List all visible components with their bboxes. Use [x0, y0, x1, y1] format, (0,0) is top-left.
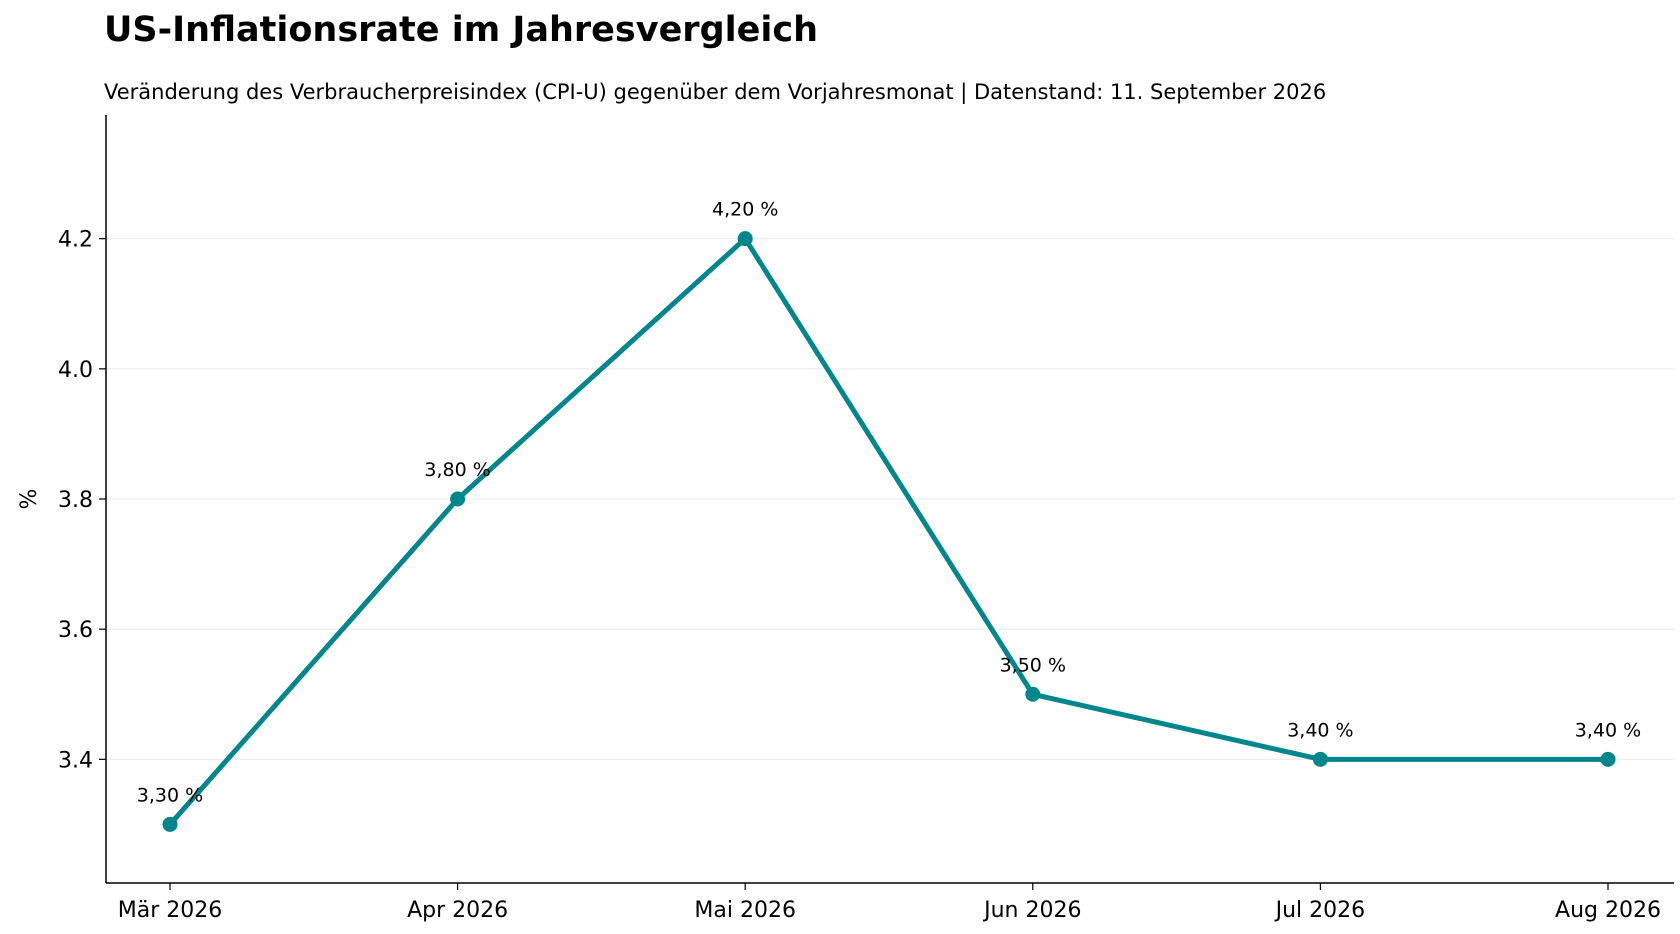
x-tick-label: Jun 2026 — [982, 898, 1081, 923]
series-line — [167, 236, 1611, 827]
data-point — [1600, 751, 1616, 767]
data-point — [737, 231, 753, 247]
data-label: 3,30 % — [137, 784, 203, 806]
y-tick-label: 4.0 — [58, 358, 93, 383]
x-tick-label: Apr 2026 — [407, 898, 508, 923]
data-series — [162, 231, 1616, 832]
data-label: 3,50 % — [1000, 654, 1066, 676]
data-point — [1025, 686, 1041, 702]
y-tick-label: 3.6 — [58, 618, 93, 643]
data-label: 3,40 % — [1575, 719, 1641, 741]
data-point — [450, 491, 466, 507]
x-tick-label: Mär 2026 — [118, 898, 223, 923]
data-label: 3,80 % — [424, 459, 490, 481]
x-tick-label: Jul 2026 — [1274, 898, 1366, 923]
chart-title: US-Inflationsrate im Jahresvergleich — [104, 10, 819, 50]
data-point — [1312, 751, 1328, 767]
data-label: 4,20 % — [712, 199, 778, 221]
x-tick-label: Mai 2026 — [694, 898, 796, 923]
chart-subtitle: Veränderung des Verbraucherpreisindex (C… — [104, 80, 1327, 104]
x-tick-label: Aug 2026 — [1555, 898, 1661, 923]
data-point — [162, 816, 178, 832]
y-axis-label: % — [17, 489, 42, 510]
y-tick-label: 3.4 — [58, 748, 93, 773]
axes: 3.4 3.6 3.8 4.0 4.2 Mär 2026 Apr 2026 Mai 2026 J… — [17, 115, 1674, 923]
data-labels: 3,30 % 3,80 % 4,20 % 3,50 % 3,40 % 3,40 % — [137, 199, 1641, 807]
grid-lines — [106, 238, 1674, 760]
y-tick-label: 3.8 — [58, 488, 93, 513]
data-label: 3,40 % — [1287, 719, 1353, 741]
y-tick-label: 4.2 — [58, 228, 93, 253]
